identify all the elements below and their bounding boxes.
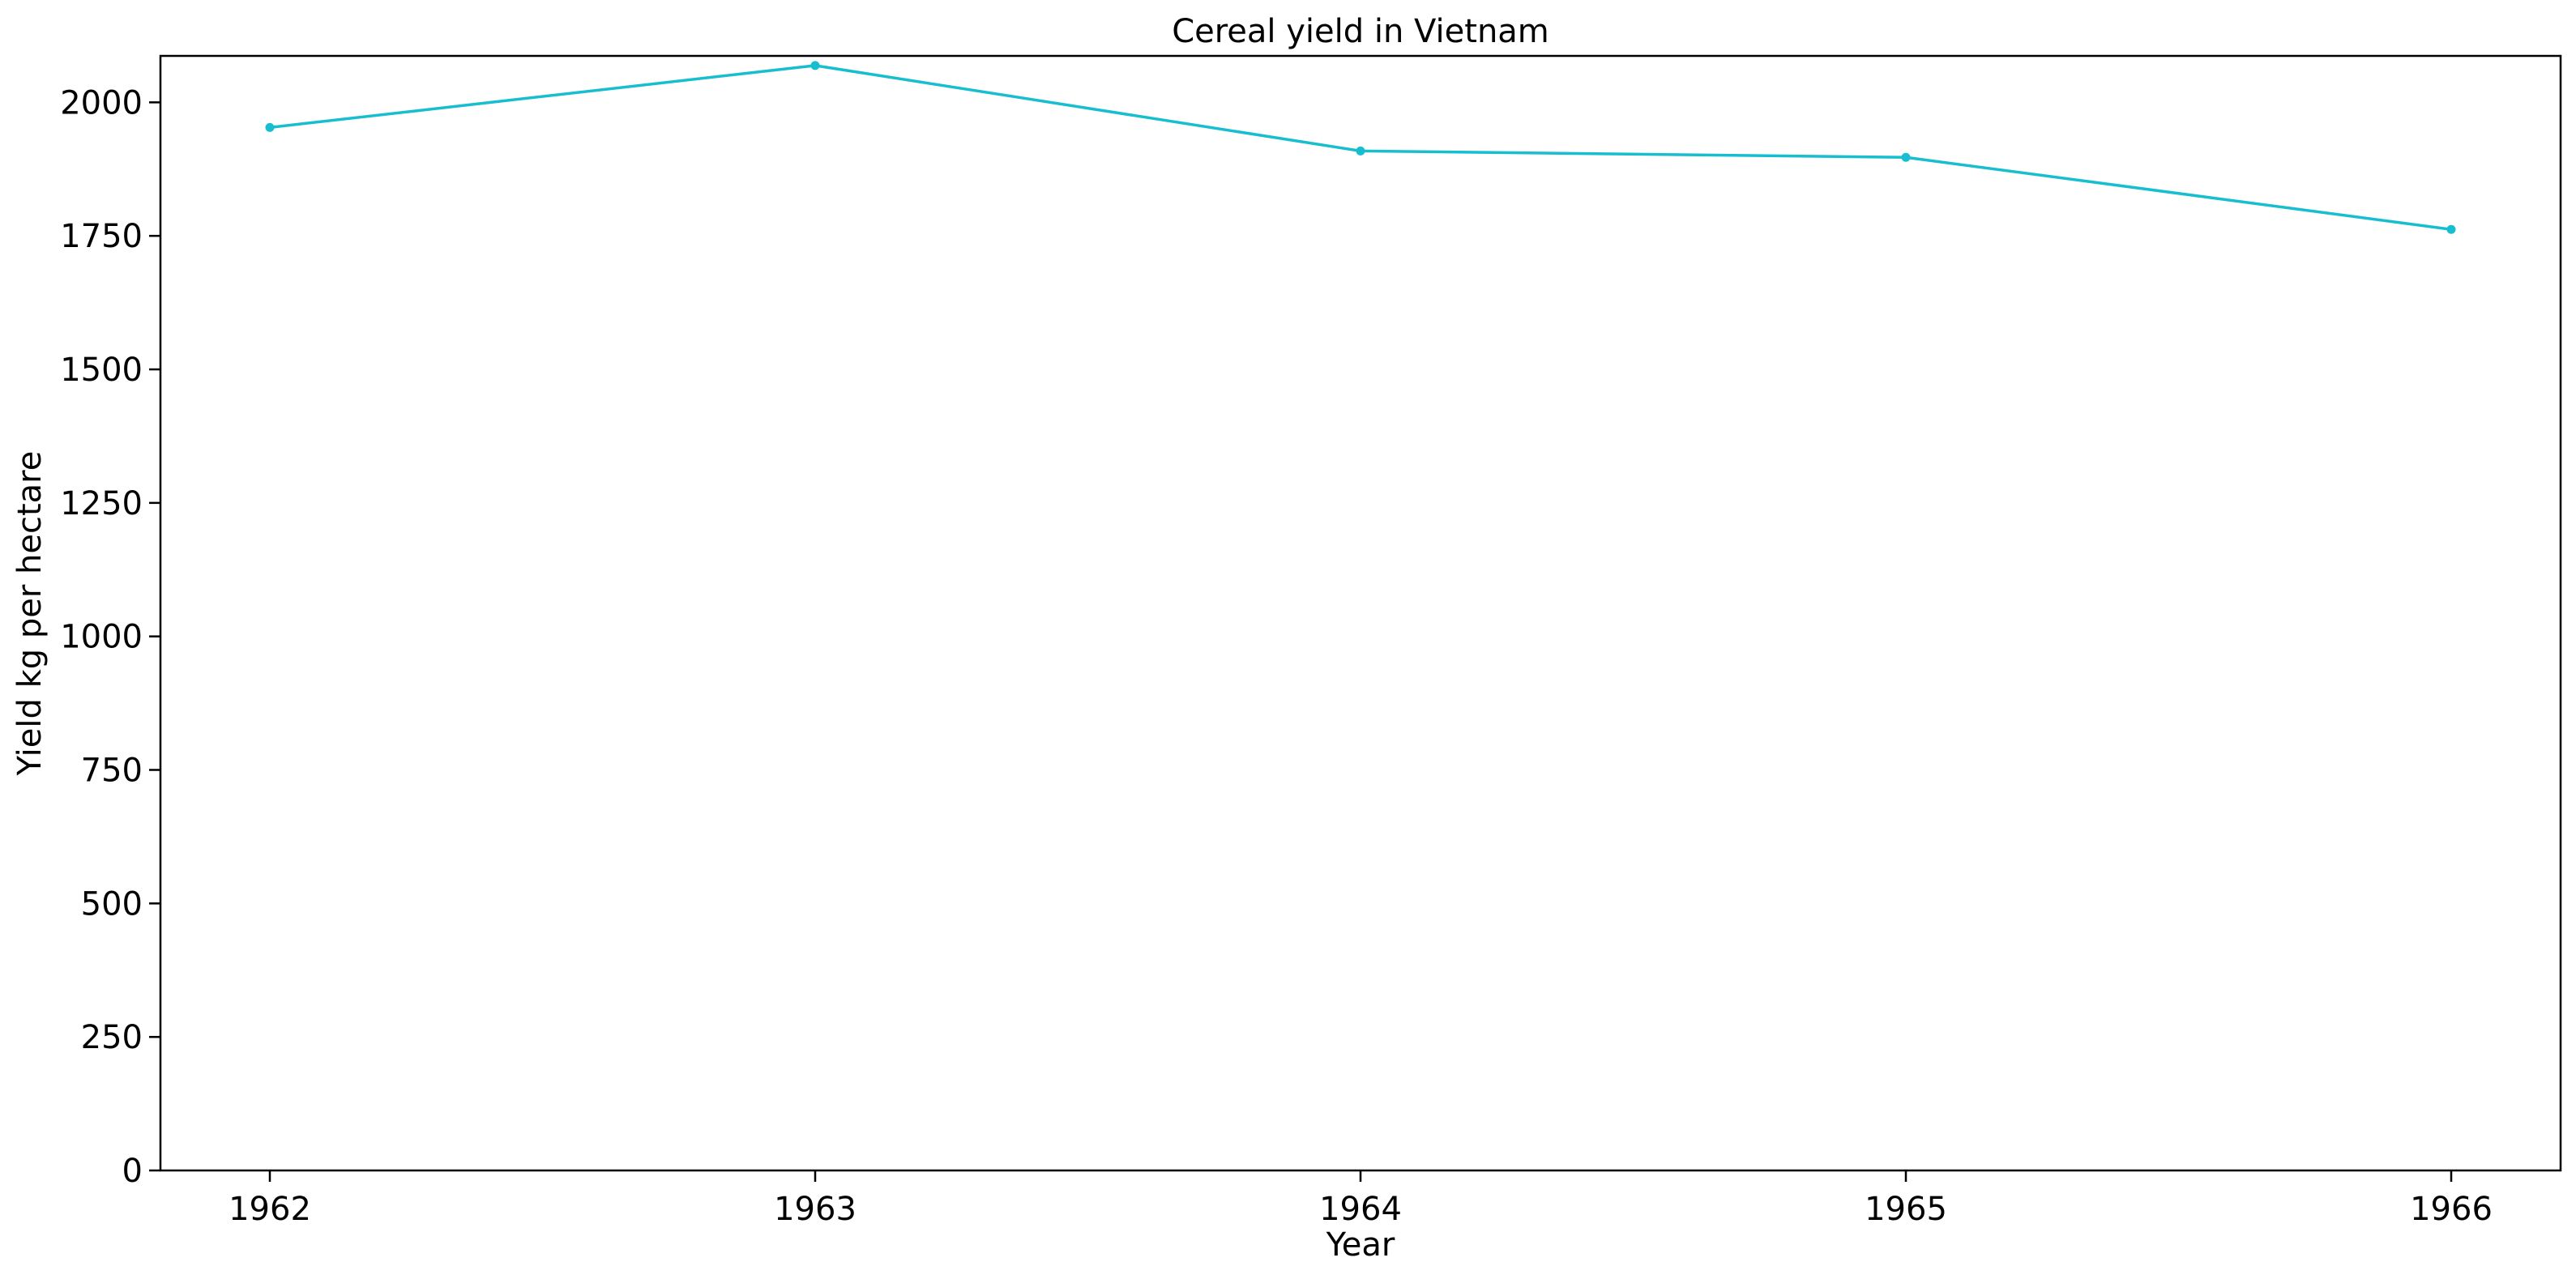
x-axis-title: Year — [1326, 1226, 1395, 1264]
x-tick-label: 1963 — [774, 1191, 857, 1228]
y-tick-label: 250 — [81, 1019, 143, 1056]
data-point — [810, 61, 820, 70]
y-tick-label: 750 — [81, 752, 143, 790]
y-tick-label: 0 — [122, 1153, 143, 1190]
y-tick-label: 500 — [81, 885, 143, 923]
x-tick-label: 1965 — [1865, 1191, 1947, 1228]
plot-frame — [159, 54, 2562, 1172]
y-tick-label: 1750 — [60, 218, 143, 255]
chart-title: Cereal yield in Vietnam — [1172, 13, 1549, 50]
y-tick-label: 1000 — [60, 619, 143, 656]
y-axis-ticks: 0 250 500 750 1000 1250 1500 1750 2000 — [60, 84, 160, 1190]
y-axis-title: Yield kg per hectare — [11, 451, 49, 777]
series-layer — [265, 61, 2456, 234]
y-tick-label: 1500 — [60, 352, 143, 389]
data-point — [1901, 152, 1911, 162]
y-tick-label: 1250 — [60, 485, 143, 522]
x-tick-label: 1964 — [1319, 1191, 1402, 1228]
x-axis-ticks: 1962 1963 1964 1965 1966 — [229, 1170, 2493, 1228]
data-point — [265, 122, 275, 132]
y-tick-label: 2000 — [60, 84, 143, 122]
data-point — [1356, 146, 1365, 156]
x-tick-label: 1962 — [229, 1191, 311, 1228]
x-tick-label: 1966 — [2410, 1191, 2493, 1228]
data-point — [2446, 224, 2456, 234]
